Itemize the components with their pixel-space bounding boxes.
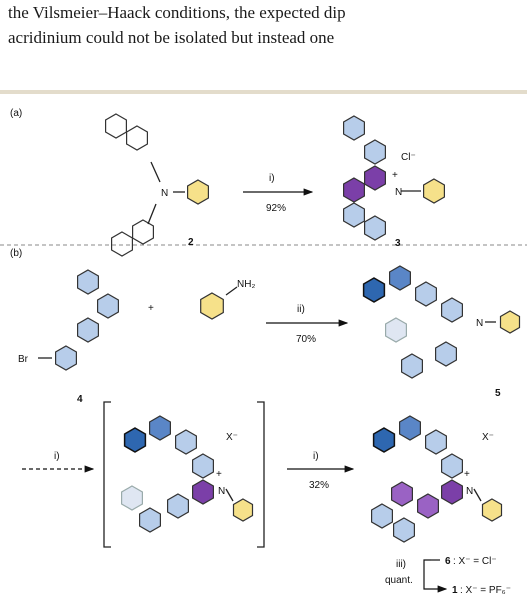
compound-3-charge: + xyxy=(392,170,398,181)
c5-ring-4 xyxy=(441,297,463,323)
prod-ring-3 xyxy=(425,429,447,455)
aniline-nh2-bond xyxy=(225,286,238,296)
int-ring-5-acridinium xyxy=(192,479,214,505)
c5-phenyl-ring xyxy=(499,310,521,334)
c3-ring-1 xyxy=(343,115,365,141)
compound-6-number: 6 xyxy=(445,556,451,567)
compound-4-number: 4 xyxy=(77,394,83,405)
c2-lower-ring-2 xyxy=(110,231,133,257)
salt-quant: quant. xyxy=(385,575,413,586)
prod-ring-5-acridinium xyxy=(441,479,463,505)
product-n-phenyl-bond xyxy=(473,488,482,502)
prod-ring-8 xyxy=(371,503,393,529)
panel-b-label: (b) xyxy=(10,248,22,259)
prod-phenyl-ring xyxy=(481,498,503,522)
compound-2-nitrogen: N xyxy=(161,188,168,199)
arrow-c-yield: 32% xyxy=(309,480,329,491)
aniline-nh2: NH₂ xyxy=(237,279,255,290)
product-charge: + xyxy=(464,469,470,480)
c3-ring-5 xyxy=(343,202,365,228)
intermediate-counterion: X⁻ xyxy=(226,432,238,443)
panel-a-label: (a) xyxy=(10,108,22,119)
article-text-line-1: the Vilsmeier–Haack conditions, the expe… xyxy=(8,3,346,22)
c4-ring-4 xyxy=(54,345,78,371)
intermediate-bracket-left xyxy=(103,401,111,548)
int-ring-6 xyxy=(167,493,189,519)
int-phenyl-ring xyxy=(232,498,254,522)
intermediate-charge: + xyxy=(216,469,222,480)
intermediate-n-phenyl-bond xyxy=(225,488,234,502)
c5-ring-3 xyxy=(415,281,437,307)
c2-upper-ring-1 xyxy=(104,113,128,139)
article-text: the Vilsmeier–Haack conditions, the expe… xyxy=(0,0,527,58)
prod-ring-6 xyxy=(417,493,439,519)
c2-phenyl-ring xyxy=(187,179,209,205)
arrow-c-reagent: i) xyxy=(313,451,319,462)
ring-layer xyxy=(54,113,521,543)
dashed-arrow-reagent: i) xyxy=(54,451,60,462)
prod-ring-9 xyxy=(393,517,415,543)
arrow-b-yield: 70% xyxy=(296,334,316,345)
c5-ring-2 xyxy=(389,265,411,291)
salt-reagent: iii) xyxy=(396,559,406,570)
intermediate-nitrogen: N xyxy=(218,486,225,497)
arrow-b-reagent: ii) xyxy=(297,304,305,315)
c5-ring-7 xyxy=(435,341,457,367)
compound-3-counterion: Cl⁻ xyxy=(401,152,416,163)
c2-lower-ring-1 xyxy=(132,219,154,245)
c3-ring-2 xyxy=(364,139,386,165)
product-counterion: X⁻ xyxy=(482,432,494,443)
c3-phenyl-ring xyxy=(423,178,445,204)
compound-1-number: 1 xyxy=(452,585,458,596)
int-ring-4 xyxy=(192,453,214,479)
product-nitrogen: N xyxy=(466,486,473,497)
compound-5-number: 5 xyxy=(495,388,501,399)
compound-6-anion: : X⁻ = Cl⁻ xyxy=(453,556,497,567)
article-text-line-2: acridinium could not be isolated but ins… xyxy=(8,28,335,47)
int-ring-2 xyxy=(149,415,171,441)
c5-ring-1 xyxy=(362,277,386,303)
aniline-ring xyxy=(200,292,224,320)
compound-1-anion: : X⁻ = PF₆⁻ xyxy=(460,585,511,596)
c4-ring-2 xyxy=(96,293,120,319)
compound-2-bonds xyxy=(147,161,185,225)
int-ring-3 xyxy=(175,429,197,455)
arrow-a-reagent: i) xyxy=(269,173,275,184)
prod-ring-4 xyxy=(441,453,463,479)
arrow-a-yield: 92% xyxy=(266,203,286,214)
compound-3-nitrogen: N xyxy=(395,187,402,198)
prod-ring-1 xyxy=(372,427,396,453)
plus-sign: + xyxy=(148,303,154,314)
int-ring-8 xyxy=(120,485,143,511)
int-ring-7 xyxy=(139,507,161,533)
prod-ring-7 xyxy=(391,481,413,507)
c4-ring-3 xyxy=(76,317,100,343)
c5-ring-6 xyxy=(401,353,423,379)
c3-ring-6 xyxy=(364,215,386,241)
compound-2-number: 2 xyxy=(188,237,194,248)
c2-upper-ring-2 xyxy=(125,125,148,151)
c5-ring-5 xyxy=(385,317,407,343)
prod-ring-2 xyxy=(399,415,421,441)
compound-4-bromine: Br xyxy=(18,354,29,365)
salt-arrow-bracket xyxy=(423,559,440,590)
figure-top-rule xyxy=(0,90,527,94)
intermediate-bracket-right xyxy=(257,401,265,548)
c4-ring-1 xyxy=(76,269,100,295)
compound-5-nitrogen: N xyxy=(476,318,483,329)
int-ring-1 xyxy=(123,427,147,453)
c3-ring-3-acridinium xyxy=(364,165,386,191)
compound-3-number: 3 xyxy=(395,238,401,249)
c3-ring-4 xyxy=(343,177,365,203)
